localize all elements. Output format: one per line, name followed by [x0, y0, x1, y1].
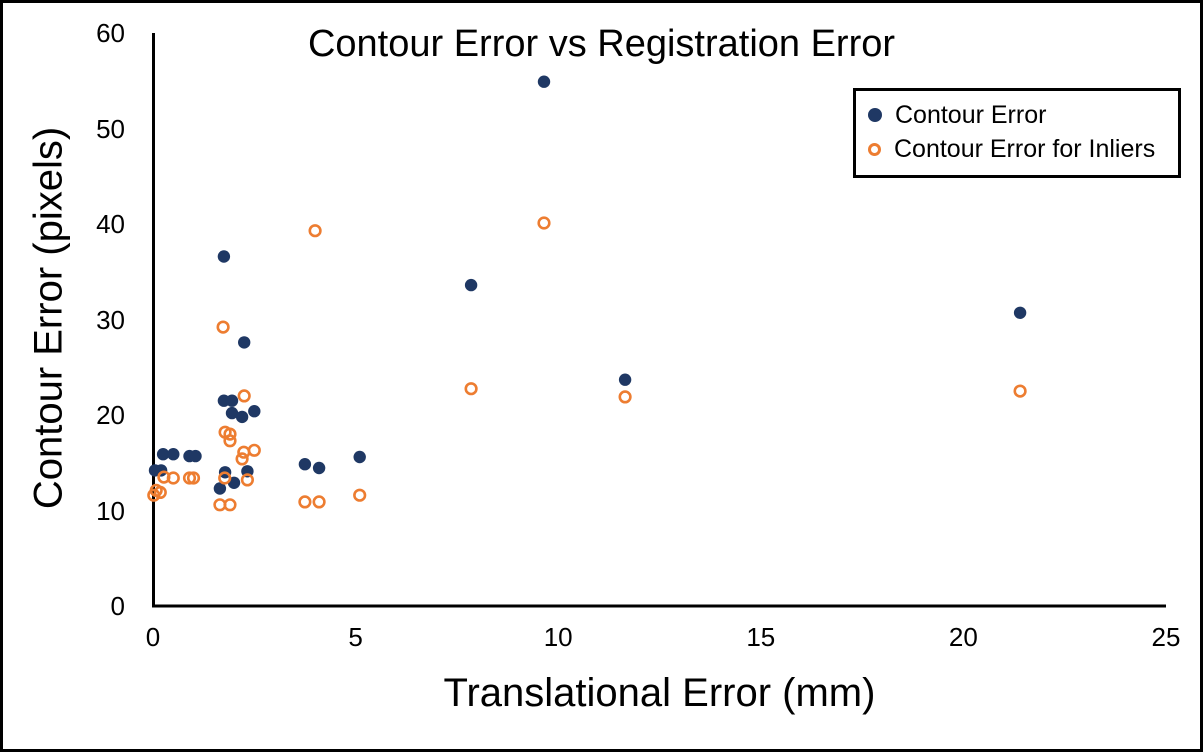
data-point-open: [618, 390, 632, 404]
x-tick-label: 10: [543, 622, 573, 652]
data-point-filled: [154, 464, 168, 477]
data-point-open: [247, 443, 261, 457]
data-point-open: [153, 485, 167, 500]
legend-label: Contour Error: [895, 100, 1047, 129]
y-tick-label: 10: [96, 495, 125, 526]
x-tick-label: 20: [948, 622, 978, 652]
data-point-open: [216, 320, 230, 334]
data-point-open: [308, 224, 322, 238]
data-point-filled: [1013, 306, 1027, 319]
legend-entry: Contour Error: [868, 98, 1166, 132]
data-points-layer: [147, 75, 1027, 512]
data-point-filled: [537, 75, 551, 88]
data-point-filled: [312, 461, 326, 475]
legend-marker-filled-circle-icon: [868, 108, 882, 122]
x-tick-label: 15: [746, 622, 776, 652]
data-point-open: [223, 434, 237, 448]
data-point-filled: [213, 482, 227, 495]
data-point-open: [298, 495, 312, 509]
data-point-filled: [189, 449, 202, 463]
data-point-open: [464, 382, 478, 396]
data-point-open: [182, 471, 197, 485]
data-point-filled: [225, 406, 239, 420]
chart-title: Contour Error vs Registration Error: [307, 23, 896, 65]
scatter-plot: [147, 33, 1166, 608]
x-axis-label: Translational Error (mm): [443, 671, 876, 715]
y-tick-label: 40: [96, 209, 125, 239]
data-point-open: [1013, 384, 1027, 398]
data-point-open: [237, 389, 251, 403]
data-point-open: [223, 498, 237, 512]
data-point-open: [186, 471, 201, 485]
data-point-filled: [298, 458, 312, 471]
y-tick-label: 50: [96, 113, 125, 144]
legend: Contour Error Contour Error for Inliers: [853, 88, 1181, 178]
data-point-open: [223, 427, 237, 441]
data-point-filled: [618, 373, 632, 386]
data-point-filled: [238, 336, 251, 349]
x-tick-label: 5: [348, 622, 363, 652]
data-point-filled: [167, 448, 180, 461]
data-point-filled: [217, 250, 231, 263]
y-tick-label: 60: [96, 18, 125, 48]
data-point-open: [353, 488, 367, 502]
x-tick-label: 0: [145, 622, 161, 652]
legend-label: Contour Error for Inliers: [894, 134, 1156, 163]
y-tick-label: 20: [96, 400, 125, 430]
data-point-open: [312, 495, 326, 509]
data-point-open: [218, 471, 232, 485]
data-point-filled: [225, 394, 239, 407]
data-point-open: [166, 471, 180, 485]
data-point-filled: [353, 450, 366, 464]
y-tick-label: 0: [110, 591, 125, 621]
data-point-open: [235, 452, 249, 466]
y-tick-label: 30: [96, 304, 125, 335]
data-point-filled: [248, 405, 261, 418]
data-point-open: [537, 216, 551, 230]
x-tick-label: 25: [1151, 622, 1181, 652]
legend-entry: Contour Error for Inliers: [868, 132, 1166, 166]
legend-marker-open-circle-icon: [868, 142, 881, 156]
data-point-filled: [464, 278, 478, 292]
data-point-filled: [156, 448, 170, 461]
data-point-open: [240, 473, 254, 487]
data-point-filled: [235, 410, 249, 424]
